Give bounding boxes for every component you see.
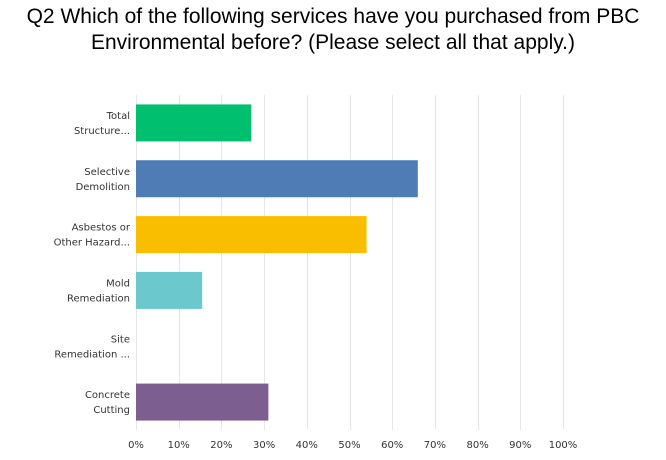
x-tick-label: 50% bbox=[338, 440, 360, 451]
bars bbox=[136, 104, 418, 421]
bar bbox=[136, 383, 269, 421]
x-tick-label: 80% bbox=[466, 440, 488, 451]
category-label: Mold bbox=[106, 278, 130, 289]
x-tick-label: 0% bbox=[128, 440, 144, 451]
category-label: Structure... bbox=[74, 126, 130, 137]
category-label: Total bbox=[106, 111, 130, 122]
category-label: Asbestos or bbox=[72, 223, 131, 234]
category-label: Demolition bbox=[76, 182, 130, 193]
grid-lines bbox=[136, 95, 564, 430]
question-title: Q2 Which of the following services have … bbox=[0, 4, 666, 56]
bar bbox=[136, 160, 418, 198]
bar bbox=[136, 216, 367, 254]
category-labels: Total Structure... Selective Demolition Asbe… bbox=[54, 111, 131, 416]
category-label: Site bbox=[111, 334, 130, 345]
category-label: Remediation bbox=[67, 293, 130, 304]
x-tick-label: 40% bbox=[296, 440, 318, 451]
x-axis-ticks: 0% 10% 20% 30% 40% 50% 60% 70% 80% 90% 100% bbox=[128, 440, 577, 451]
x-tick-label: 70% bbox=[424, 440, 446, 451]
category-label: Cutting bbox=[93, 405, 130, 416]
x-tick-label: 20% bbox=[210, 440, 232, 451]
x-tick-label: 10% bbox=[168, 440, 190, 451]
x-tick-label: 100% bbox=[549, 440, 578, 451]
x-tick-label: 60% bbox=[381, 440, 403, 451]
category-label: Remediation ... bbox=[54, 349, 130, 360]
x-tick-label: 30% bbox=[253, 440, 275, 451]
category-label: Other Hazard... bbox=[54, 238, 130, 249]
bar bbox=[136, 104, 252, 142]
question-title-line-2: Environmental before? (Please select all… bbox=[90, 31, 576, 54]
x-tick-label: 90% bbox=[509, 440, 531, 451]
category-label: Concrete bbox=[85, 390, 130, 401]
bar bbox=[136, 271, 203, 309]
question-title-line-1: Q2 Which of the following services have … bbox=[26, 5, 640, 28]
category-label: Selective bbox=[84, 167, 130, 178]
